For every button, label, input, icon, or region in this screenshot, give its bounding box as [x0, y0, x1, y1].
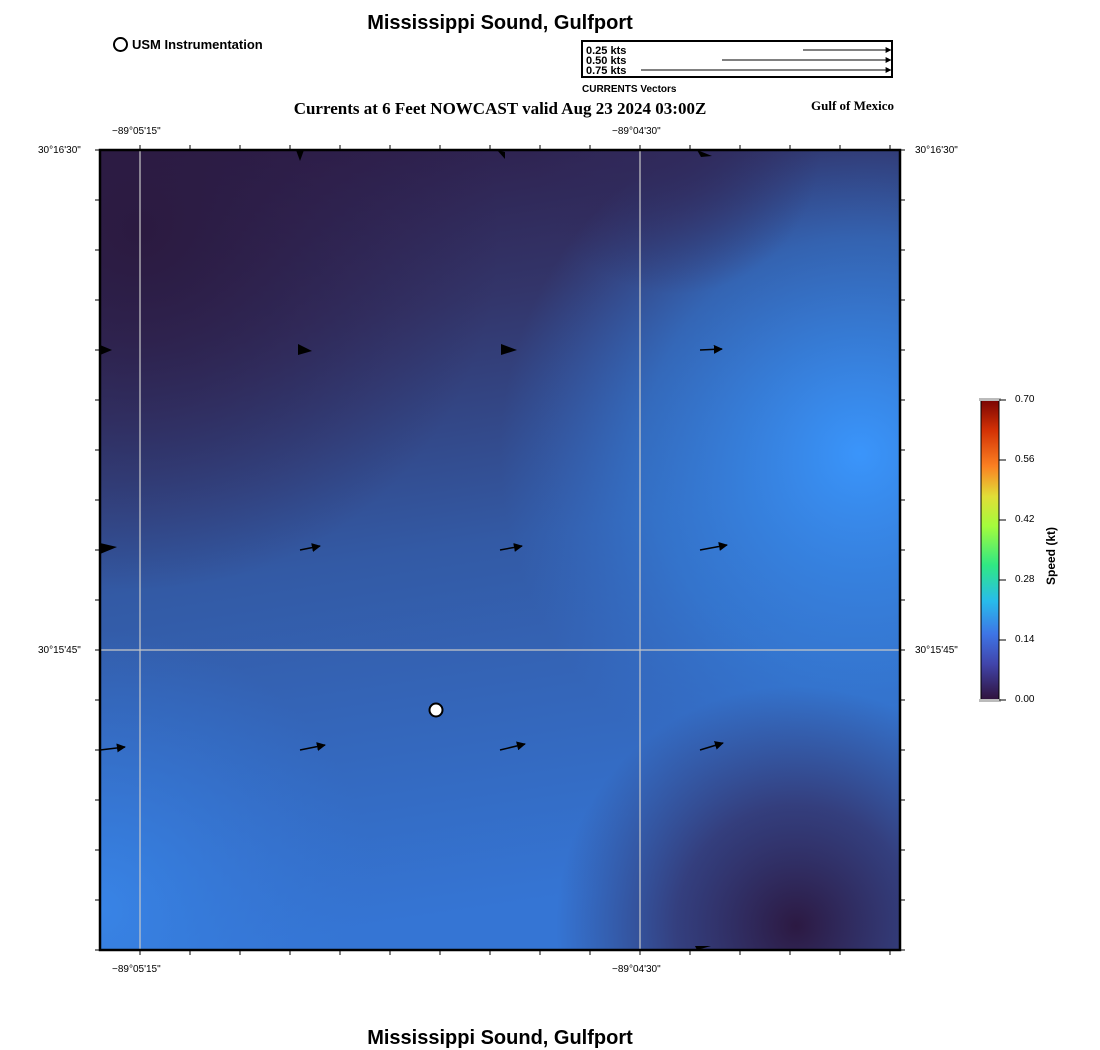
- lon-label-top-left: −89°05'15": [112, 126, 161, 137]
- current-vector: [497, 150, 505, 159]
- lon-label-bottom-left: −89°05'15": [112, 964, 161, 975]
- lon-label-top-right: −89°04'30": [612, 126, 661, 137]
- station-legend: USM Instrumentation: [113, 37, 263, 52]
- colorbar-cap-bottom: [979, 699, 1001, 702]
- lon-label-bottom-right: −89°04'30": [612, 964, 661, 975]
- vector-caption: CURRENTS Vectors: [582, 84, 677, 95]
- colorbar-tick-label: 0.42: [1015, 514, 1035, 525]
- current-vector: [99, 743, 126, 753]
- vector-legend-arrows: [641, 47, 892, 73]
- map-title: Mississippi Sound, Gulfport: [367, 12, 633, 34]
- footer-title: Mississippi Sound, Gulfport: [367, 1027, 633, 1049]
- current-vector: [299, 742, 326, 752]
- colorbar-tick-label: 0.56: [1015, 454, 1035, 465]
- station-marker[interactable]: [428, 702, 444, 718]
- station-marker-icon: [113, 37, 128, 52]
- current-vector: [298, 344, 312, 355]
- colorbar-ticks: [999, 399, 1006, 701]
- region-label: Gulf of Mexico: [811, 98, 895, 113]
- vector-label-075: 0.75 kts: [586, 65, 627, 77]
- lat-label-right-mid: 30°15'45": [915, 645, 958, 656]
- current-vector: [299, 543, 321, 553]
- lat-label-right-top: 30°16'30": [915, 145, 958, 156]
- current-vector: [100, 543, 117, 554]
- colorbar: [980, 399, 1000, 701]
- station-legend-label: USM Instrumentation: [132, 37, 263, 52]
- current-vector: [499, 543, 523, 552]
- current-vector: [501, 344, 517, 355]
- current-vector: [699, 344, 723, 354]
- current-vector: [499, 741, 526, 751]
- colorbar-tick-label: 0.70: [1015, 394, 1035, 405]
- current-vector: [296, 150, 304, 161]
- lat-label-left-top: 30°16'30": [38, 145, 81, 156]
- lat-label-left-mid: 30°15'45": [38, 645, 81, 656]
- frame-ticks: [95, 145, 905, 955]
- map-subtitle: Currents at 6 Feet NOWCAST valid Aug 23 …: [293, 99, 707, 118]
- colorbar-tick-label: 0.28: [1015, 574, 1035, 585]
- current-vector: [100, 345, 112, 355]
- current-vector: [699, 542, 728, 551]
- vector-legend-box: 0.25 kts 0.50 kts 0.75 kts: [581, 40, 893, 78]
- colorbar-tick-label: 0.00: [1015, 694, 1035, 705]
- current-vector: [699, 741, 724, 751]
- current-vector: [697, 150, 712, 157]
- gridlines: [100, 150, 900, 950]
- colorbar-cap-top: [979, 398, 1001, 401]
- current-vector: [695, 946, 711, 950]
- vector-label-025: 0.25 kts: [586, 45, 627, 57]
- current-vectors: [99, 150, 728, 950]
- colorbar-tick-label: 0.14: [1015, 634, 1035, 645]
- colorbar-title: Speed (kt): [1044, 526, 1058, 585]
- vector-label-050: 0.50 kts: [586, 55, 627, 67]
